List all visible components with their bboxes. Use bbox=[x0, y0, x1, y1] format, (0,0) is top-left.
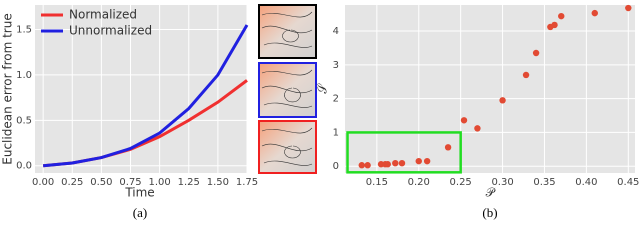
point bbox=[522, 71, 530, 79]
x-tick-label: 0.00 bbox=[32, 177, 54, 188]
x-tick-label: 1.00 bbox=[149, 177, 171, 188]
point bbox=[423, 157, 431, 165]
x-tick-label: 0.30 bbox=[491, 177, 513, 188]
thumbnail bbox=[258, 4, 317, 59]
x-axis-label: 𝒫 bbox=[486, 186, 496, 200]
legend-label: Normalized bbox=[69, 8, 137, 22]
x-tick-label: 0.35 bbox=[533, 177, 555, 188]
point bbox=[398, 159, 406, 167]
x-tick-label: 0.45 bbox=[617, 177, 639, 188]
y-axis-label: 𝒮 bbox=[316, 83, 330, 94]
caption: (b) bbox=[482, 205, 497, 220]
point bbox=[358, 162, 365, 169]
point bbox=[499, 97, 506, 104]
y-tick-label: 1.0 bbox=[16, 70, 32, 81]
x-tick-label: 1.50 bbox=[207, 177, 229, 188]
point bbox=[415, 157, 422, 165]
caption: (a) bbox=[133, 205, 147, 220]
y-tick-label: 1.5 bbox=[16, 25, 32, 36]
x-axis-label: Time bbox=[124, 186, 154, 200]
x-tick-label: 0.40 bbox=[575, 177, 597, 188]
y-axis-label: Euclidean error from true bbox=[1, 13, 15, 164]
plot-area bbox=[345, 5, 635, 173]
y-tick-label: 0.5 bbox=[16, 115, 32, 126]
y-tick-label: 0.0 bbox=[16, 161, 32, 172]
legend-label: Unnormalized bbox=[69, 24, 152, 38]
point bbox=[551, 21, 558, 29]
point bbox=[384, 161, 391, 168]
y-tick-label: 3 bbox=[333, 60, 339, 71]
y-tick-label: 0 bbox=[333, 161, 339, 172]
y-tick-label: 2 bbox=[333, 94, 339, 105]
point bbox=[392, 159, 399, 167]
x-tick-label: 0.75 bbox=[119, 177, 141, 188]
x-tick-label: 0.25 bbox=[61, 177, 83, 188]
point bbox=[558, 12, 565, 20]
x-tick-label: 1.75 bbox=[236, 177, 258, 188]
y-tick-label: 1 bbox=[333, 127, 339, 138]
line bbox=[43, 24, 249, 168]
highlight-box bbox=[346, 131, 462, 174]
point bbox=[532, 49, 540, 57]
point bbox=[460, 117, 468, 124]
point bbox=[444, 144, 452, 151]
x-tick-label: 0.50 bbox=[90, 177, 112, 188]
point bbox=[625, 4, 632, 12]
point bbox=[474, 125, 481, 132]
x-tick-label: 1.25 bbox=[178, 177, 200, 188]
x-tick-label: 0.20 bbox=[408, 177, 430, 188]
streamlines bbox=[261, 11, 313, 166]
x-tick-label: 0.15 bbox=[366, 177, 388, 188]
x-tick-label: 0.25 bbox=[450, 177, 472, 188]
point bbox=[364, 162, 371, 169]
y-tick-label: 4 bbox=[333, 26, 339, 37]
point bbox=[591, 9, 598, 17]
streamline-thumbnails bbox=[258, 4, 317, 174]
